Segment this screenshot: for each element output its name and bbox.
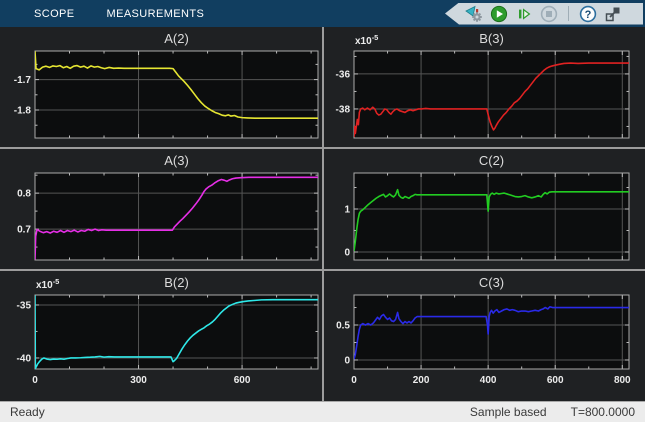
stop-icon bbox=[540, 5, 558, 22]
step-forward-icon bbox=[519, 7, 531, 20]
step-forward-button[interactable] bbox=[515, 5, 533, 23]
toolbar-separator bbox=[568, 6, 569, 21]
plot-panel-b2: B(2) -40 -35 0 300 600 x10-5 bbox=[0, 271, 322, 401]
highlight-block-button[interactable] bbox=[604, 5, 622, 23]
plot-panel-a3: A(3) 0.7 0.8 bbox=[0, 149, 322, 269]
svg-text:?: ? bbox=[585, 9, 592, 21]
plot-grid: A(2) -1.8 -1.7 B(3) -38 -36 x10-5 A(3) 0.7 0… bbox=[0, 27, 645, 401]
svg-text:600: 600 bbox=[547, 375, 564, 386]
svg-text:0: 0 bbox=[344, 355, 350, 366]
toolbar: SCOPE MEASUREMENTS bbox=[0, 0, 645, 27]
plot-canvas-c2[interactable]: 01 bbox=[324, 149, 645, 269]
plot-panel-a2: A(2) -1.8 -1.7 bbox=[0, 27, 322, 147]
simulation-time-text: T=800.0000 bbox=[570, 405, 635, 419]
plot-canvas-b3[interactable]: -38 -36 x10-5 bbox=[324, 27, 645, 147]
svg-text:0: 0 bbox=[351, 375, 357, 386]
svg-text:600: 600 bbox=[234, 375, 251, 386]
svg-text:800: 800 bbox=[614, 375, 631, 386]
play-icon bbox=[490, 5, 508, 22]
plot-canvas-b2[interactable]: -40 -35 0 300 600 x10-5 bbox=[0, 271, 322, 401]
plot-canvas-a2[interactable]: -1.8 -1.7 bbox=[0, 27, 322, 147]
svg-text:x10-5: x10-5 bbox=[355, 33, 378, 47]
svg-text:0.7: 0.7 bbox=[17, 225, 31, 236]
svg-text:200: 200 bbox=[413, 375, 430, 386]
plot-panel-b3: B(3) -38 -36 x10-5 bbox=[324, 27, 645, 147]
svg-text:-1.8: -1.8 bbox=[14, 106, 32, 117]
toolbar-quick-access: ? bbox=[445, 2, 643, 25]
svg-text:0.5: 0.5 bbox=[336, 321, 350, 332]
svg-text:-38: -38 bbox=[336, 104, 351, 115]
sample-mode-text: Sample based bbox=[469, 405, 547, 419]
svg-text:-36: -36 bbox=[336, 69, 351, 80]
svg-text:0.8: 0.8 bbox=[17, 189, 31, 200]
svg-text:-1.7: -1.7 bbox=[14, 75, 32, 86]
svg-text:400: 400 bbox=[480, 375, 497, 386]
svg-text:1: 1 bbox=[344, 205, 350, 216]
plot-canvas-a3[interactable]: 0.7 0.8 bbox=[0, 149, 322, 269]
simulation-settings-button[interactable] bbox=[465, 5, 483, 23]
help-button[interactable]: ? bbox=[579, 5, 597, 23]
svg-text:0: 0 bbox=[32, 375, 38, 386]
svg-text:0: 0 bbox=[344, 248, 350, 259]
svg-text:x10-5: x10-5 bbox=[36, 277, 59, 291]
tab-scope[interactable]: SCOPE bbox=[34, 7, 75, 20]
question-icon: ? bbox=[579, 5, 597, 22]
plot-canvas-c3[interactable]: 0 0.5 0 200 400 600 800 bbox=[324, 271, 645, 401]
plot-panel-c3: C(3) 0 0.5 0 200 400 600 800 bbox=[324, 271, 645, 401]
svg-text:-35: -35 bbox=[17, 300, 32, 311]
svg-text:300: 300 bbox=[130, 375, 147, 386]
window-arrow-icon bbox=[605, 7, 620, 21]
svg-text:-40: -40 bbox=[17, 353, 32, 364]
stop-button[interactable] bbox=[540, 5, 558, 23]
run-button[interactable] bbox=[490, 5, 508, 23]
tab-measurements[interactable]: MEASUREMENTS bbox=[106, 7, 205, 20]
status-text: Ready bbox=[10, 405, 45, 419]
status-bar: Ready Sample based T=800.0000 bbox=[0, 401, 645, 422]
gear-arrow-icon bbox=[465, 5, 482, 22]
